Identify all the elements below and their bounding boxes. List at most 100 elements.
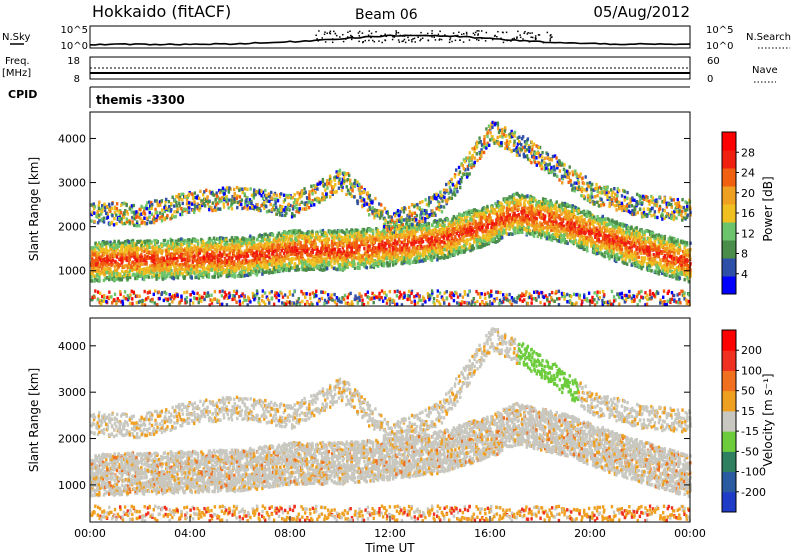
power-cell <box>386 220 390 225</box>
power-cell <box>96 243 99 247</box>
power-cell <box>101 241 104 246</box>
power-cell <box>296 264 299 268</box>
power-cell <box>300 191 304 195</box>
power-cell <box>158 273 161 277</box>
power-cell <box>189 298 192 302</box>
power-cell <box>253 297 256 302</box>
nsearch-dot <box>397 31 400 34</box>
power-cell <box>135 268 139 272</box>
power-cell <box>288 264 291 268</box>
nsearch-dot <box>403 38 406 41</box>
power-cell <box>250 248 254 252</box>
power-cell <box>329 183 332 187</box>
power-cell <box>345 172 348 176</box>
power-cell <box>180 265 183 269</box>
power-cell <box>296 268 299 272</box>
power-cell <box>381 209 384 214</box>
power-cell <box>243 298 246 303</box>
power-cell <box>98 276 101 280</box>
power-cell <box>383 248 386 252</box>
power-cell <box>211 251 215 255</box>
power-cell <box>288 267 291 272</box>
power-cell <box>316 182 319 186</box>
power-cell <box>120 246 123 250</box>
power-cell <box>265 254 268 258</box>
power-cell <box>139 239 142 243</box>
power-cell <box>242 271 246 275</box>
power-cell <box>314 263 317 267</box>
power-cell <box>243 260 246 264</box>
power-cell <box>407 249 411 253</box>
nsearch-dot <box>364 39 366 42</box>
power-cell <box>200 237 203 242</box>
power-cell <box>127 250 131 254</box>
power-cell <box>233 269 237 273</box>
power-cell <box>166 239 170 244</box>
power-cell <box>421 246 424 251</box>
power-cell <box>407 235 411 239</box>
power-cell <box>344 301 347 305</box>
power-cell <box>373 216 376 220</box>
power-cell <box>267 209 271 213</box>
power-cell <box>285 242 289 247</box>
power-cell <box>102 220 106 224</box>
power-cell <box>313 260 316 265</box>
power-cell <box>273 197 277 201</box>
nsearch-dot <box>431 30 433 32</box>
power-cell <box>276 243 279 248</box>
power-cell <box>110 301 114 305</box>
power-cell <box>146 216 149 220</box>
power-cell <box>300 244 303 248</box>
power-cell <box>261 246 265 251</box>
power-cell <box>100 262 103 266</box>
power-cell <box>288 244 291 249</box>
nsearch-dot <box>361 32 364 34</box>
power-cell <box>180 298 183 302</box>
power-cell <box>316 237 319 241</box>
nsearch-dot <box>491 38 494 41</box>
power-cell <box>263 262 266 267</box>
power-cell <box>375 254 378 258</box>
power-cell <box>283 293 287 297</box>
power-cell <box>305 249 309 253</box>
power-cell <box>342 175 346 180</box>
power-cell <box>308 190 311 194</box>
power-cell <box>137 255 141 259</box>
power-cell <box>383 290 386 295</box>
power-cell <box>212 254 216 258</box>
power-cell <box>379 262 382 266</box>
power-cell <box>355 234 359 238</box>
power-cell <box>193 258 196 263</box>
power-cell <box>191 290 195 294</box>
power-cell <box>105 211 108 216</box>
power-cell <box>121 252 125 256</box>
power-cell <box>316 199 319 203</box>
power-cell <box>290 215 294 219</box>
power-cell <box>272 249 275 254</box>
power-cell <box>313 203 316 207</box>
power-cell <box>128 257 132 262</box>
power-cell <box>156 201 159 206</box>
power-cell <box>131 244 135 248</box>
power-cell <box>331 250 334 254</box>
power-cell <box>238 246 242 250</box>
power-cell <box>319 180 322 185</box>
power-cell <box>260 235 264 239</box>
power-cell <box>380 289 384 293</box>
power-cell <box>309 264 312 268</box>
power-cell <box>278 259 281 263</box>
power-cell <box>402 208 406 213</box>
power-cell <box>413 204 416 209</box>
nsearch-dot <box>441 35 443 37</box>
power-cell <box>130 246 133 250</box>
power-cell <box>327 181 331 185</box>
power-cell <box>308 292 312 297</box>
power-cell <box>365 242 368 247</box>
power-cell <box>331 188 335 193</box>
power-cell <box>214 268 217 272</box>
power-cell <box>142 272 146 276</box>
power-heatmap-cells <box>90 120 692 307</box>
power-cell <box>396 257 400 261</box>
power-cell <box>408 253 412 257</box>
power-cell <box>118 216 121 221</box>
